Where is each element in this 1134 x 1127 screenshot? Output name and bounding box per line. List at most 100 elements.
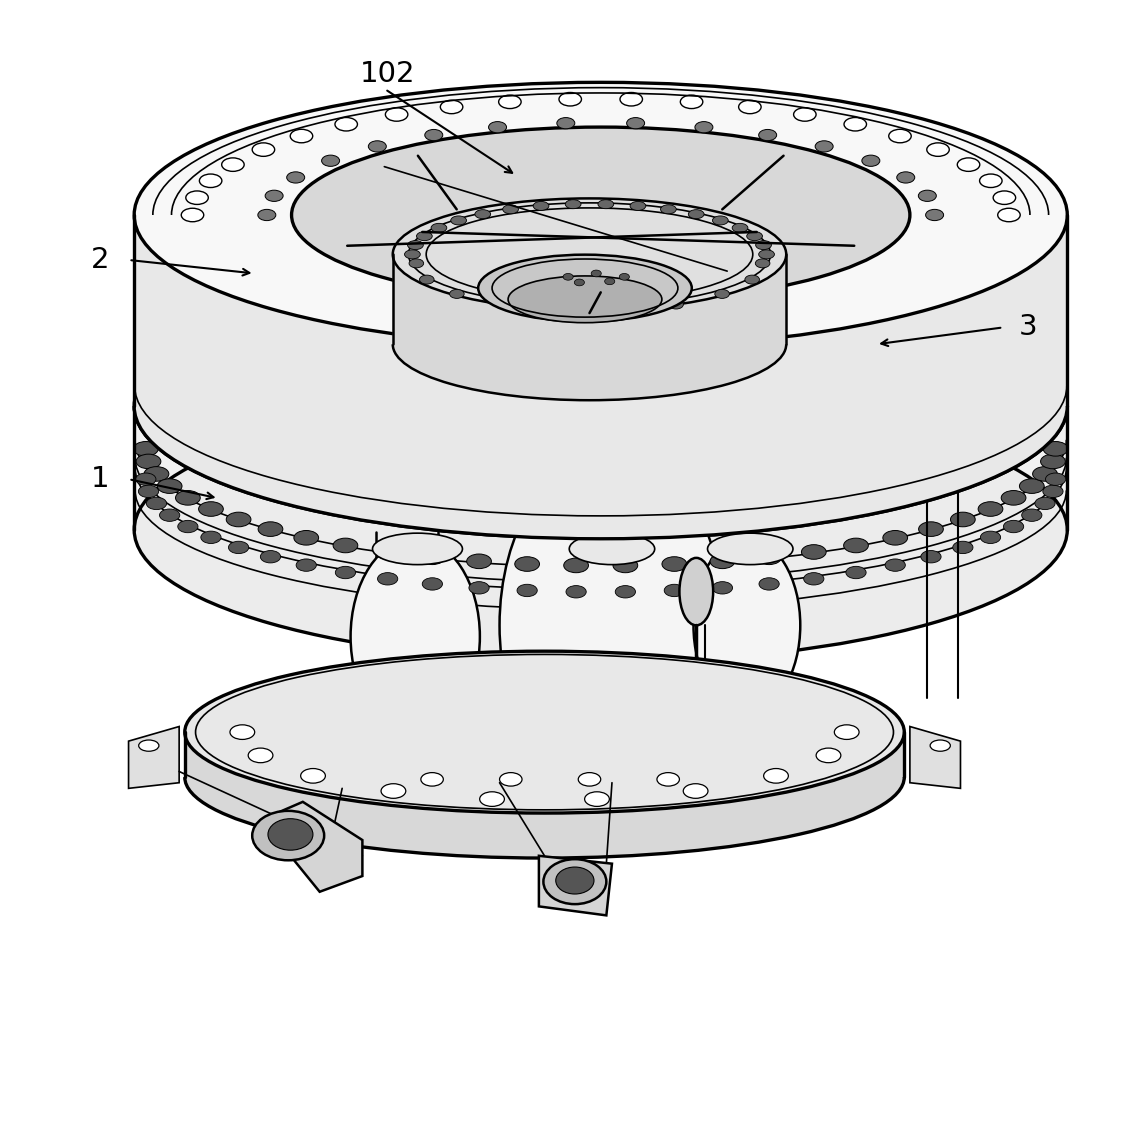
Ellipse shape <box>1043 442 1068 456</box>
Polygon shape <box>539 855 612 915</box>
Ellipse shape <box>425 130 442 141</box>
Ellipse shape <box>953 541 973 553</box>
Ellipse shape <box>585 792 609 807</box>
Ellipse shape <box>420 550 445 565</box>
Ellipse shape <box>230 725 255 739</box>
Ellipse shape <box>889 130 912 143</box>
Ellipse shape <box>378 573 398 585</box>
Ellipse shape <box>925 210 943 221</box>
Ellipse shape <box>158 479 183 494</box>
Ellipse shape <box>508 276 662 322</box>
Ellipse shape <box>409 259 424 268</box>
Ellipse shape <box>816 748 840 763</box>
Ellipse shape <box>268 818 313 850</box>
Ellipse shape <box>479 255 692 321</box>
Ellipse shape <box>421 773 443 787</box>
Ellipse shape <box>662 557 687 571</box>
Ellipse shape <box>759 250 775 259</box>
Polygon shape <box>261 801 363 891</box>
Ellipse shape <box>578 773 601 787</box>
Ellipse shape <box>386 108 408 122</box>
Ellipse shape <box>134 274 1067 539</box>
Ellipse shape <box>755 240 771 249</box>
Polygon shape <box>128 727 179 789</box>
Ellipse shape <box>226 512 251 526</box>
Ellipse shape <box>291 127 909 303</box>
Ellipse shape <box>489 122 507 133</box>
Ellipse shape <box>160 509 180 522</box>
Ellipse shape <box>181 208 204 222</box>
Ellipse shape <box>612 305 627 314</box>
Ellipse shape <box>802 544 827 559</box>
Ellipse shape <box>431 223 447 232</box>
Ellipse shape <box>392 198 786 310</box>
Ellipse shape <box>1046 473 1066 486</box>
Ellipse shape <box>574 279 584 286</box>
Ellipse shape <box>543 859 607 904</box>
Ellipse shape <box>248 748 273 763</box>
Ellipse shape <box>261 551 280 562</box>
Ellipse shape <box>688 210 704 219</box>
Polygon shape <box>185 733 904 858</box>
Text: 102: 102 <box>359 61 415 88</box>
Ellipse shape <box>228 541 248 553</box>
Ellipse shape <box>598 199 613 208</box>
Ellipse shape <box>564 558 589 573</box>
Ellipse shape <box>619 274 629 281</box>
Ellipse shape <box>620 92 643 106</box>
Ellipse shape <box>556 867 594 894</box>
Ellipse shape <box>708 533 793 565</box>
Polygon shape <box>375 532 438 642</box>
Ellipse shape <box>185 651 904 813</box>
Text: 1: 1 <box>91 465 110 494</box>
Ellipse shape <box>759 578 779 591</box>
Ellipse shape <box>499 95 522 108</box>
Ellipse shape <box>287 171 305 183</box>
Ellipse shape <box>301 769 325 783</box>
Ellipse shape <box>694 539 801 712</box>
Ellipse shape <box>138 486 159 497</box>
Ellipse shape <box>252 810 324 860</box>
Ellipse shape <box>998 208 1021 222</box>
Ellipse shape <box>422 578 442 591</box>
Ellipse shape <box>420 275 434 284</box>
Ellipse shape <box>201 531 221 543</box>
Text: 3: 3 <box>1018 313 1038 341</box>
Ellipse shape <box>665 584 685 596</box>
Ellipse shape <box>684 783 708 798</box>
Ellipse shape <box>755 259 770 268</box>
Ellipse shape <box>259 522 282 536</box>
Ellipse shape <box>515 557 540 571</box>
Ellipse shape <box>926 143 949 157</box>
Ellipse shape <box>712 582 733 594</box>
Ellipse shape <box>756 550 781 565</box>
Ellipse shape <box>980 174 1002 187</box>
Ellipse shape <box>500 773 522 787</box>
Ellipse shape <box>557 117 575 128</box>
Ellipse shape <box>710 554 735 569</box>
Ellipse shape <box>146 497 167 509</box>
Text: 2: 2 <box>91 246 110 274</box>
Ellipse shape <box>950 512 975 526</box>
Ellipse shape <box>835 725 860 739</box>
Ellipse shape <box>957 158 980 171</box>
Ellipse shape <box>979 502 1002 516</box>
Ellipse shape <box>186 190 209 204</box>
Ellipse shape <box>604 278 615 285</box>
Ellipse shape <box>449 290 464 299</box>
Ellipse shape <box>198 502 223 516</box>
Ellipse shape <box>679 558 713 625</box>
Ellipse shape <box>1004 521 1024 533</box>
Ellipse shape <box>405 250 421 259</box>
Ellipse shape <box>1043 486 1063 497</box>
Ellipse shape <box>886 559 905 571</box>
Ellipse shape <box>1001 490 1026 505</box>
Ellipse shape <box>372 533 463 565</box>
Ellipse shape <box>221 158 244 171</box>
Ellipse shape <box>257 210 276 221</box>
Ellipse shape <box>176 490 201 505</box>
Ellipse shape <box>862 156 880 167</box>
Ellipse shape <box>407 240 423 249</box>
Ellipse shape <box>695 122 713 133</box>
Ellipse shape <box>502 205 518 214</box>
